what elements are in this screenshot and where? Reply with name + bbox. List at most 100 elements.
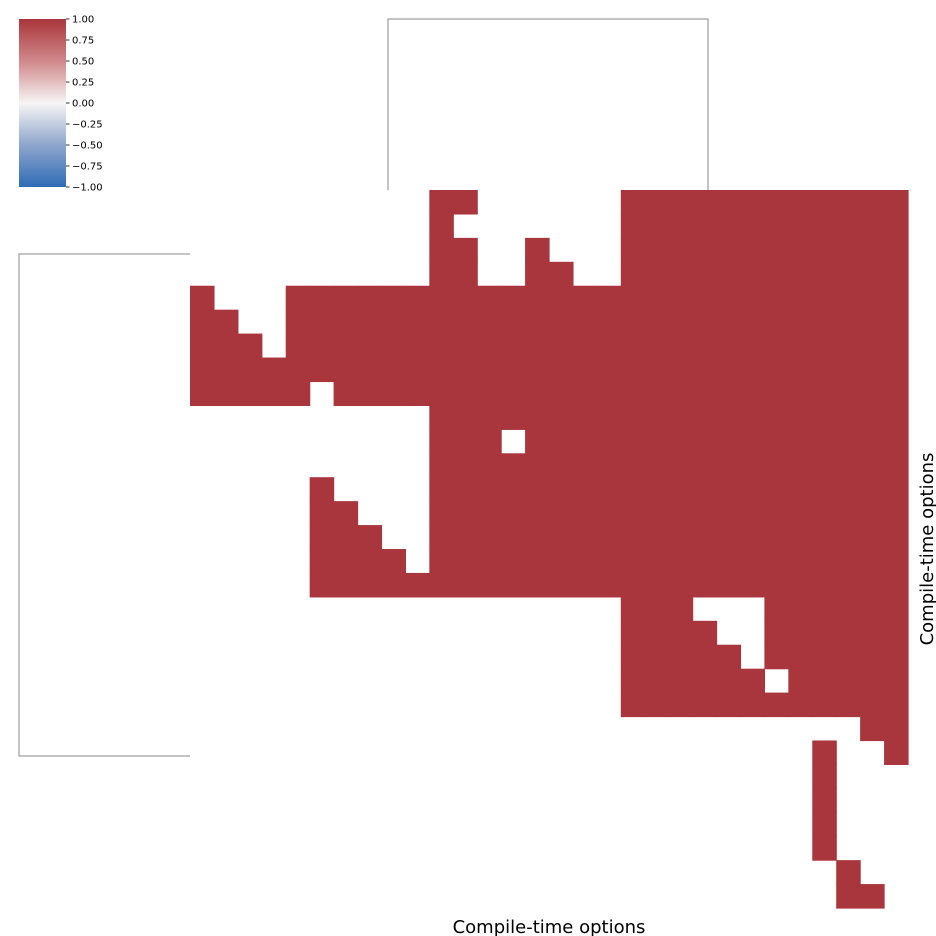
heatmap-cell: [501, 405, 526, 430]
heatmap-cell: [405, 333, 430, 359]
heatmap-cell: [668, 309, 694, 335]
heatmap-cell: [381, 381, 406, 406]
heatmap-cell: [381, 357, 406, 383]
heatmap-cell: [309, 477, 335, 502]
heatmap-cell: [644, 429, 670, 454]
heatmap-cell: [477, 357, 502, 383]
heatmap-cell: [285, 333, 311, 359]
heatmap-cell: [812, 285, 837, 311]
heatmap-cell: [429, 261, 454, 287]
heatmap-cell: [429, 501, 454, 526]
heatmap-cell: [692, 549, 718, 574]
heatmap-cell: [620, 333, 646, 359]
heatmap-cell: [429, 357, 454, 383]
heatmap-cell: [740, 549, 765, 574]
heatmap-cell: [764, 501, 789, 526]
heatmap-cell: [788, 309, 813, 335]
heatmap-cell: [788, 405, 813, 430]
heatmap-cell: [572, 357, 598, 383]
heatmap-cell: [429, 549, 454, 574]
heatmap-cell: [692, 381, 718, 406]
heatmap-cell: [549, 261, 574, 287]
heatmap-cell: [860, 237, 885, 263]
heatmap-cell: [860, 453, 885, 478]
heatmap-cell: [836, 525, 861, 550]
colorbar-tick-label: 0.00: [72, 99, 94, 110]
heatmap-cell: [668, 405, 694, 430]
heatmap-cell: [572, 549, 598, 574]
heatmap-cell: [261, 381, 287, 406]
heatmap-cell: [549, 477, 574, 502]
heatmap-cell: [644, 620, 670, 646]
heatmap-cell: [668, 501, 694, 526]
heatmap-cell: [453, 477, 478, 502]
heatmap-cell: [549, 357, 574, 383]
heatmap-cell: [549, 525, 574, 550]
heatmap-cell: [716, 213, 742, 239]
heatmap-cell: [620, 668, 646, 694]
heatmap-cell: [668, 596, 694, 622]
heatmap-cell: [692, 501, 718, 526]
heatmap-cell: [572, 309, 598, 335]
heatmap-cell: [884, 381, 909, 406]
heatmap-cell: [740, 237, 765, 263]
heatmap-cell: [716, 572, 742, 598]
heatmap-cell: [405, 357, 430, 383]
heatmap-cell: [261, 357, 287, 383]
heatmap-cell: [764, 572, 789, 598]
heatmap-cell: [668, 549, 694, 574]
heatmap-cell: [740, 309, 765, 335]
heatmap-cell: [668, 572, 694, 598]
heatmap-cell: [285, 381, 311, 406]
heatmap-cell: [525, 525, 550, 550]
heatmap-cell: [884, 453, 909, 478]
heatmap-cell: [716, 549, 742, 574]
heatmap-cell: [740, 357, 765, 383]
heatmap-cell: [812, 788, 837, 813]
heatmap-cell: [572, 381, 598, 406]
heatmap-cell: [644, 357, 670, 383]
heatmap-cell: [860, 357, 885, 383]
heatmap-cell: [692, 333, 718, 359]
heatmap-cell: [333, 357, 359, 383]
heatmap-cell: [788, 644, 813, 670]
heatmap-cell: [740, 261, 765, 287]
heatmap-cell: [333, 549, 359, 574]
heatmap-cell: [692, 644, 718, 670]
heatmap-cell: [740, 692, 765, 718]
heatmap-cell: [668, 429, 694, 454]
heatmap-cell: [477, 405, 502, 430]
heatmap-cell: [788, 285, 813, 311]
heatmap-cell: [644, 261, 670, 287]
heatmap-cell: [453, 309, 478, 335]
heatmap-cell: [501, 381, 526, 406]
heatmap-cell: [884, 501, 909, 526]
heatmap-cell: [429, 405, 454, 430]
heatmap-cell: [716, 692, 742, 718]
colorbar-tick-label: 0.50: [72, 57, 94, 68]
heatmap-cell: [501, 309, 526, 335]
heatmap-cell: [357, 572, 383, 598]
heatmap-cell: [884, 692, 909, 718]
heatmap-cell: [453, 261, 478, 287]
heatmap-cell: [740, 525, 765, 550]
heatmap-cell: [405, 381, 430, 406]
heatmap-cell: [788, 429, 813, 454]
heatmap-cell: [740, 333, 765, 359]
heatmap-cell: [788, 692, 813, 718]
heatmap-cell: [620, 309, 646, 335]
heatmap-cell: [596, 453, 622, 478]
heatmap-cell: [788, 596, 813, 622]
heatmap-cell: [453, 572, 478, 598]
heatmap-cell: [860, 884, 885, 909]
heatmap-cell: [357, 285, 383, 311]
heatmap-cell: [692, 309, 718, 335]
heatmap-cell: [237, 381, 263, 406]
heatmap-cell: [572, 525, 598, 550]
heatmap-cell: [572, 477, 598, 502]
heatmap-cell: [836, 501, 861, 526]
heatmap-cell: [285, 309, 311, 335]
heatmap-cell: [453, 429, 478, 454]
heatmap-cell: [812, 812, 837, 837]
heatmap-cell: [764, 692, 789, 718]
